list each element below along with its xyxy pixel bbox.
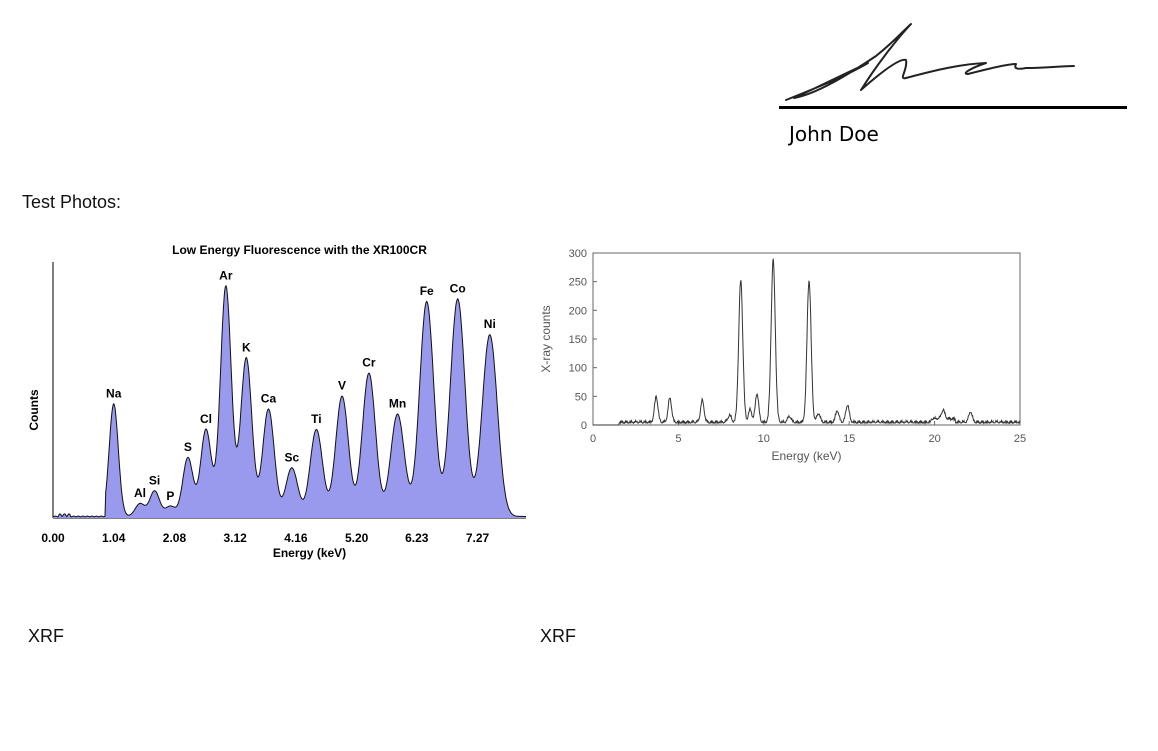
peak-label-si: Si [149, 473, 160, 487]
x-tick-label: 6.23 [405, 531, 429, 545]
y-tick-label: 250 [569, 277, 587, 289]
y-tick-label: 100 [569, 363, 587, 375]
x-axis-label: Energy (keV) [273, 546, 346, 560]
peak-label-na: Na [106, 386, 122, 400]
peak-label-k: K [242, 340, 251, 354]
x-tick-label: 4.16 [284, 531, 308, 545]
spectrum-line [593, 258, 1021, 426]
y-axis-label: Counts [27, 389, 41, 431]
x-tick-label: 0 [590, 433, 596, 445]
x-tick-label: 3.12 [224, 531, 248, 545]
peak-label-al: Al [134, 486, 146, 500]
x-tick-label: 7.27 [466, 531, 490, 545]
xrf-chart-left: Low Energy Fluorescence with the XR100CR… [27, 243, 526, 560]
section-heading: Test Photos: [22, 192, 122, 212]
signature-scribble-icon [785, 23, 1075, 101]
caption-right: XRF [540, 626, 576, 646]
signature-line [779, 106, 1127, 109]
peak-label-ni: Ni [484, 317, 496, 331]
caption-left: XRF [28, 626, 64, 646]
y-tick-label: 0 [581, 420, 587, 432]
x-tick-label: 25 [1014, 433, 1026, 445]
xrf-chart-right: 0 50 100 150 200 250 300 0 5 10 15 20 25 Energy (keV)… [539, 248, 1026, 463]
x-tick-label: 15 [843, 433, 855, 445]
chart-title: Low Energy Fluorescence with the XR100CR [172, 243, 427, 257]
x-tick-label: 5.20 [345, 531, 369, 545]
peak-label-ar: Ar [219, 269, 233, 283]
peak-label-cl: Cl [200, 412, 212, 426]
x-tick-label: 10 [758, 433, 770, 445]
y-tick-label: 200 [569, 305, 587, 317]
x-tick-label: 0.00 [41, 531, 65, 545]
peak-label-fe: Fe [420, 284, 434, 298]
peak-label-co: Co [450, 281, 466, 295]
signer-name: John Doe [789, 122, 879, 146]
signature-block: John Doe [776, 18, 1128, 148]
y-axis-label: X-ray counts [539, 305, 553, 372]
peak-label-cr: Cr [362, 356, 376, 370]
x-tick-label: 2.08 [163, 531, 187, 545]
x-axis-label: Energy (keV) [771, 449, 841, 463]
peak-label-ti: Ti [311, 412, 321, 426]
spectrum-outline [52, 284, 526, 518]
peak-label-ca: Ca [261, 391, 277, 405]
x-tick-label: 1.04 [102, 531, 126, 545]
x-tick-label: 20 [928, 433, 940, 445]
peak-label-sc: Sc [284, 450, 299, 464]
spectrum-area [53, 285, 526, 518]
peak-label-v: V [338, 379, 346, 393]
y-tick-label: 50 [575, 391, 587, 403]
y-tick-label: 300 [569, 248, 587, 260]
peak-label-mn: Mn [389, 397, 406, 411]
peak-label-p: P [166, 489, 174, 503]
y-tick-label: 150 [569, 334, 587, 346]
x-tick-label: 5 [675, 433, 681, 445]
peak-label-s: S [184, 440, 192, 454]
